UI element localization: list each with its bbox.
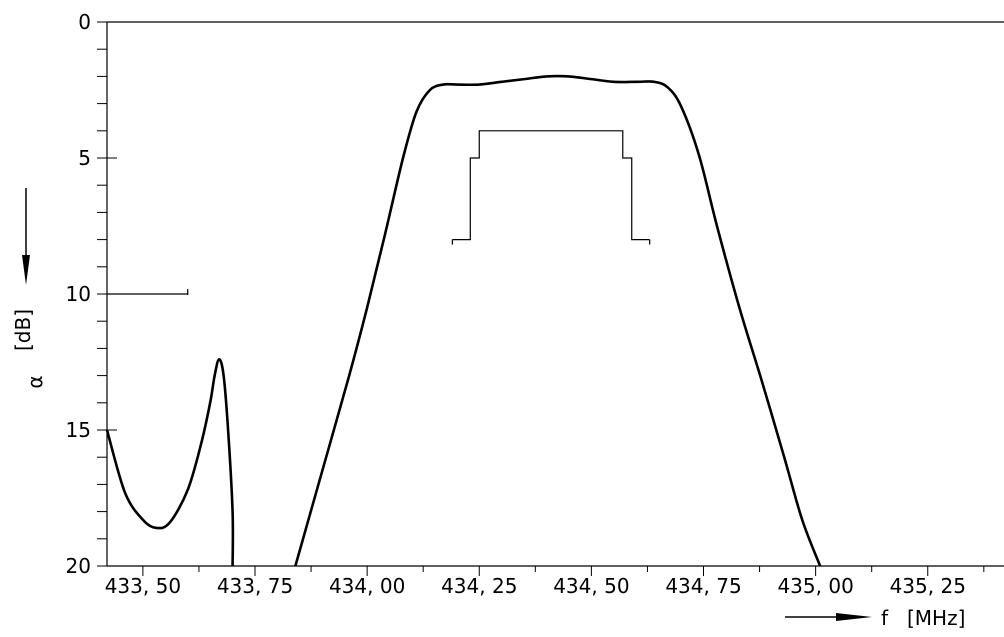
attenuation-curve-2 [294,74,822,567]
x-tick-label: 433, 50 [105,574,181,598]
y-tick-label: 10 [66,282,91,306]
y-tick-label: 0 [78,10,91,34]
ticks: 0 5 10 15 20 433, 50 433, 75 434, 00 434, 25 434,… [66,10,985,598]
x-axis-unit: [MHz] [907,606,965,630]
y-axis-unit: [dB] [11,309,35,351]
x-tick-label: 433, 75 [217,574,293,598]
axes [106,21,1004,567]
y-tick-label: 15 [66,418,91,442]
x-tick-label: 434, 50 [553,574,629,598]
x-axis-arrow [785,613,872,621]
y-axis-arrow [22,188,30,285]
attenuation-curve-1 [105,357,235,567]
mask-lines [107,130,651,295]
x-tick-label: 435, 25 [890,574,966,598]
x-tick-label: 434, 25 [441,574,517,598]
x-tick-label: 435, 00 [777,574,853,598]
passband-tolerance-mask [452,130,650,241]
y-tick-label: 5 [78,146,91,170]
y-tick-label: 20 [66,554,91,578]
x-axis-label: f [881,606,889,630]
x-tick-label: 434, 00 [329,574,405,598]
y-axis-label: α [23,375,47,388]
series [105,74,822,567]
x-tick-label: 434, 75 [665,574,741,598]
